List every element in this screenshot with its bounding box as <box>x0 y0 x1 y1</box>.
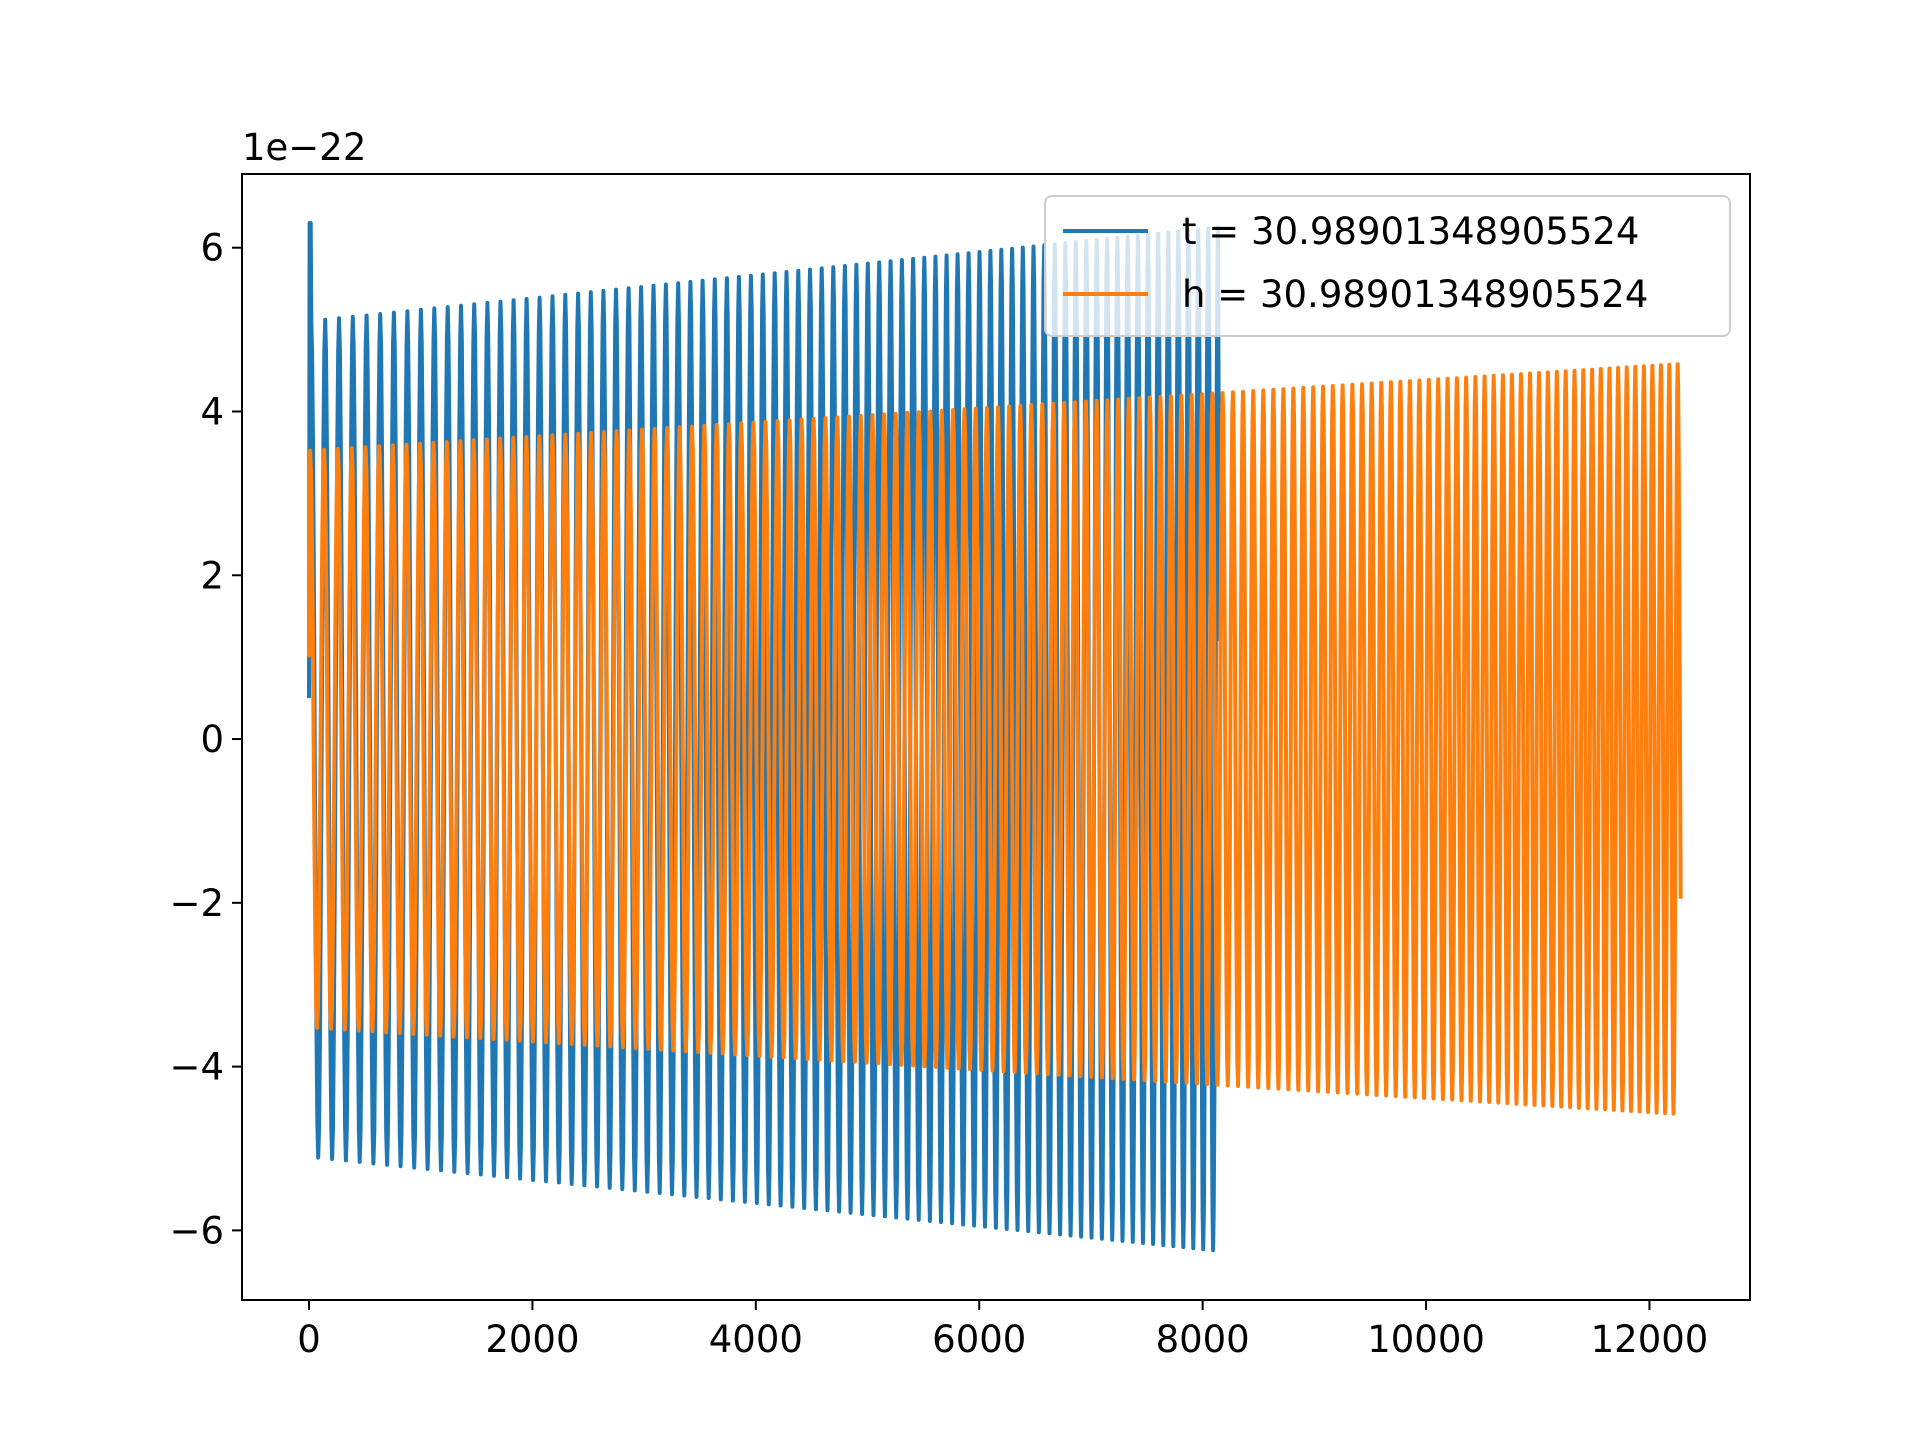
x-axis: 0 2000 4000 6000 8000 10000 12000 <box>297 1300 1708 1361</box>
x-tick-label: 0 <box>297 1318 321 1361</box>
y-tick-label: −6 <box>169 1209 224 1252</box>
series-layer <box>307 221 1683 1253</box>
legend-label-h: h = 30.98901348905524 <box>1182 273 1648 316</box>
y-tick-label: 6 <box>200 227 224 270</box>
series-line-h <box>307 362 1683 1116</box>
x-tick-label: 12000 <box>1591 1318 1709 1361</box>
legend-box <box>1044 195 1731 337</box>
y-tick-label: 2 <box>200 554 224 597</box>
y-tick-label: 4 <box>200 390 224 433</box>
legend-label-t: t = 30.98901348905524 <box>1182 210 1639 253</box>
x-tick-label: 6000 <box>932 1318 1026 1361</box>
y-tick-label: 0 <box>200 718 224 761</box>
legend: t = 30.98901348905524 h = 30.98901348905… <box>1044 195 1731 337</box>
plot-frame <box>241 173 1751 1301</box>
x-tick-label: 10000 <box>1367 1318 1485 1361</box>
y-offset-label: 1e−22 <box>242 126 366 169</box>
y-tick-label: −4 <box>169 1046 224 1089</box>
x-tick-label: 4000 <box>709 1318 803 1361</box>
x-tick-label: 8000 <box>1156 1318 1250 1361</box>
x-tick-label: 2000 <box>485 1318 579 1361</box>
y-axis: −6 −4 −2 0 2 4 6 <box>169 227 242 1252</box>
y-tick-label: −2 <box>169 882 224 925</box>
